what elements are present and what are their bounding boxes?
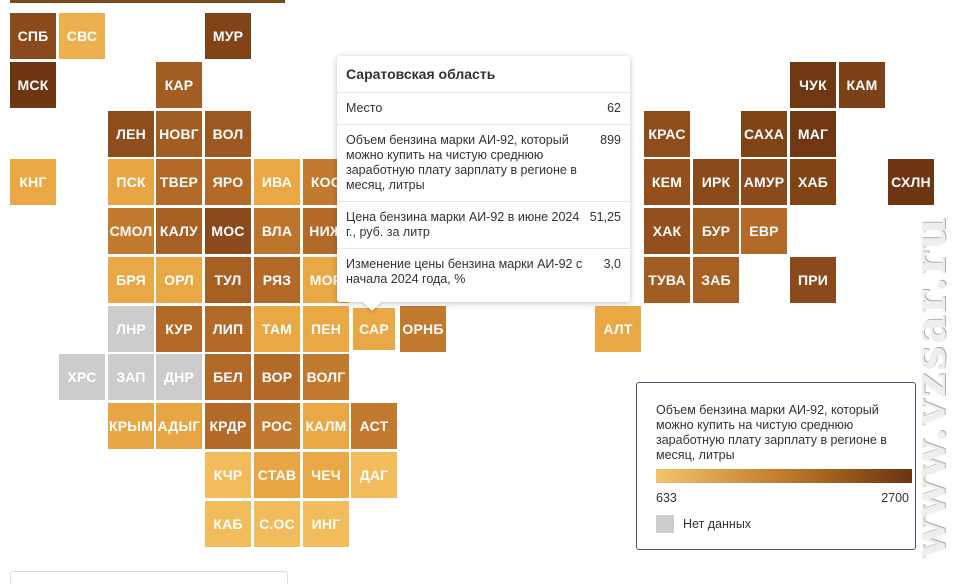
region-tile-17[interactable]: ИВА [254,159,300,205]
region-tile-34[interactable]: ТУЛ [205,257,251,303]
region-tile-0[interactable]: СПБ [10,13,56,59]
region-tile-39[interactable]: ПРИ [790,257,836,303]
region-tile-33[interactable]: ОРЛ [156,257,202,303]
region-tile-5[interactable]: ЧУК [790,62,836,108]
region-tile-1[interactable]: СВС [59,13,105,59]
region-tile-41[interactable]: КУР [156,306,202,352]
region-tile-60[interactable]: КЧР [205,452,251,498]
region-tile-11[interactable]: САХА [741,111,787,157]
region-tile-45[interactable]: САР [351,306,397,352]
region-tile-40[interactable]: ЛНР [108,306,154,352]
tooltip-row-change: Изменение цены бензина марки АИ-92 с нач… [337,249,630,295]
region-tile-52[interactable]: ВОР [254,354,300,400]
tooltip-label: Объем бензина марки АИ-92, который можно… [346,133,577,192]
tooltip-value: 899 [600,133,621,147]
region-tile-63[interactable]: ДАГ [351,452,397,498]
region-tile-49[interactable]: ЗАП [108,354,154,400]
legend-max-label: 2700 [881,491,909,505]
region-tile-54[interactable]: КРЫМ [108,403,154,449]
region-tile-61[interactable]: СТАВ [254,452,300,498]
region-tile-58[interactable]: КАЛМ [303,403,349,449]
region-tile-35[interactable]: РЯЗ [254,257,300,303]
tooltip-value: 62 [607,101,621,115]
region-tile-7[interactable]: ЛЕН [108,111,154,157]
no-data-swatch [656,515,674,533]
legend-gradient-bar [656,469,912,483]
region-tile-44[interactable]: ПЕН [303,306,349,352]
region-tile-37[interactable]: ТУВА [644,257,690,303]
region-tile-59[interactable]: АСТ [351,403,397,449]
region-tile-10[interactable]: КРАС [644,111,690,157]
region-tile-62[interactable]: ЧЕЧ [303,452,349,498]
tooltip-row-volume: Объем бензина марки АИ-92, который можно… [337,125,630,202]
legend-title: Объем бензина марки АИ-92, который можно… [656,403,887,462]
region-tile-66[interactable]: ИНГ [303,501,349,547]
region-tile-53[interactable]: ВОЛГ [303,354,349,400]
region-tile-50[interactable]: ДНР [156,354,202,400]
top-border [10,0,285,3]
region-tooltip: Саратовская область Место 62 Объем бензи… [337,56,630,302]
region-tile-6[interactable]: КАМ [839,62,885,108]
region-tile-23[interactable]: СХЛН [888,159,934,205]
region-tile-22[interactable]: ХАБ [790,159,836,205]
region-tile-21[interactable]: АМУР [741,159,787,205]
region-tile-65[interactable]: С.ОС [254,501,300,547]
region-tile-29[interactable]: ХАК [644,208,690,254]
tooltip-row-price: Цена бензина марки АИ-92 в июне 2024 г.,… [337,202,630,249]
region-tile-26[interactable]: МОС [205,208,251,254]
region-tile-3[interactable]: МСК [10,62,56,108]
region-tile-42[interactable]: ЛИП [205,306,251,352]
region-tile-13[interactable]: КНГ [10,159,56,205]
region-tile-12[interactable]: МАГ [790,111,836,157]
region-tile-48[interactable]: ХРС [59,354,105,400]
region-tile-15[interactable]: ТВЕР [156,159,202,205]
tooltip-title: Саратовская область [337,56,630,93]
region-tile-47[interactable]: АЛТ [595,306,641,352]
tooltip-row-rank: Место 62 [337,93,630,125]
region-tile-30[interactable]: БУР [693,208,739,254]
region-tile-9[interactable]: ВОЛ [205,111,251,157]
region-tile-8[interactable]: НОВГ [156,111,202,157]
region-tile-38[interactable]: ЗАБ [693,257,739,303]
region-tile-57[interactable]: РОС [254,403,300,449]
region-tile-4[interactable]: КАР [156,62,202,108]
region-tile-31[interactable]: ЕВР [741,208,787,254]
tooltip-label: Место [346,101,383,115]
tooltip-label: Цена бензина марки АИ-92 в июне 2024 г.,… [346,210,580,239]
region-tile-2[interactable]: МУР [205,13,251,59]
region-tile-16[interactable]: ЯРО [205,159,251,205]
legend-min-label: 633 [656,491,677,505]
tooltip-value: 51,25 [589,210,621,224]
bottom-panel-edge [10,571,288,584]
region-tile-20[interactable]: ИРК [693,159,739,205]
region-tile-25[interactable]: КАЛУ [156,208,202,254]
watermark: www.vzsar.ru [905,216,956,558]
color-legend: Объем бензина марки АИ-92, который можно… [636,382,916,550]
region-tile-55[interactable]: АДЫГ [156,403,202,449]
region-tile-24[interactable]: СМОЛ [108,208,154,254]
tooltip-value: 3,0 [603,257,621,271]
region-tile-32[interactable]: БРЯ [108,257,154,303]
tooltip-label: Изменение цены бензина марки АИ-92 с нач… [346,257,583,286]
region-tile-14[interactable]: ПСК [108,159,154,205]
region-tile-19[interactable]: КЕМ [644,159,690,205]
region-tile-46[interactable]: ОРНБ [400,306,446,352]
region-tile-51[interactable]: БЕЛ [205,354,251,400]
region-tile-27[interactable]: ВЛА [254,208,300,254]
region-tile-64[interactable]: КАБ [205,501,251,547]
region-tile-43[interactable]: ТАМ [254,306,300,352]
tooltip-pointer [362,301,382,311]
no-data-label: Нет данных [683,517,752,531]
region-tile-56[interactable]: КРДР [205,403,251,449]
